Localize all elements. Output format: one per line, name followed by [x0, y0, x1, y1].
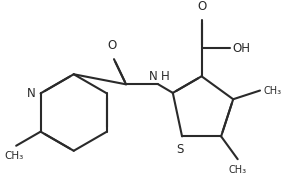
Text: N: N — [27, 87, 36, 100]
Text: O: O — [197, 0, 206, 13]
Text: CH₃: CH₃ — [263, 85, 281, 96]
Text: S: S — [176, 143, 184, 156]
Text: O: O — [107, 39, 117, 52]
Text: CH₃: CH₃ — [5, 151, 24, 161]
Text: OH: OH — [233, 42, 251, 55]
Text: CH₃: CH₃ — [229, 165, 247, 175]
Text: N: N — [149, 70, 157, 83]
Text: H: H — [161, 70, 170, 83]
